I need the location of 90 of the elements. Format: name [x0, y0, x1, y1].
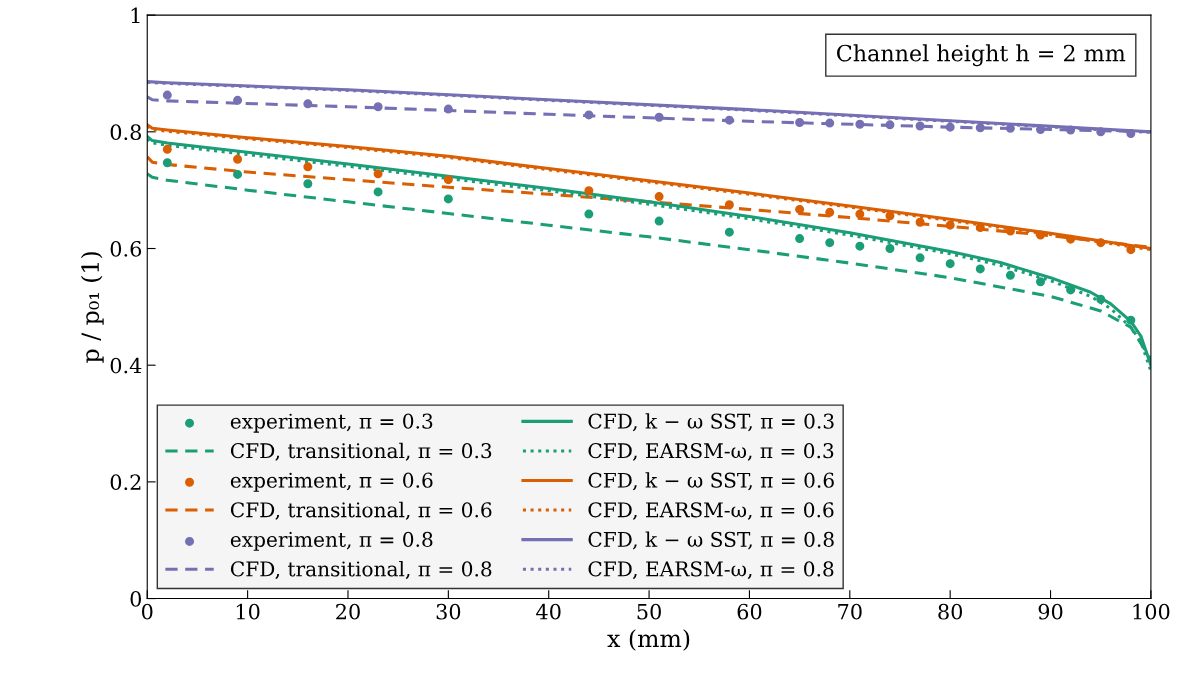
- legend-label: CFD, k − ω SST, π = 0.8: [588, 531, 834, 550]
- x-tick-label: 100: [1133, 603, 1170, 620]
- legend-label: experiment, π = 0.6: [230, 472, 433, 492]
- x-axis-title: x (mm): [607, 629, 690, 651]
- point: [1005, 270, 1015, 280]
- point: [303, 99, 313, 109]
- point: [654, 216, 664, 226]
- x-tick-label: 60: [737, 603, 762, 620]
- legend-label: CFD, k − ω SST, π = 0.3: [588, 413, 834, 432]
- point: [1036, 277, 1046, 287]
- point: [1066, 234, 1076, 244]
- legend-label: CFD, transitional, π = 0.8: [230, 560, 492, 579]
- point: [975, 264, 985, 274]
- y-tick-label: 1: [131, 7, 140, 24]
- point: [795, 234, 805, 244]
- point: [1126, 315, 1136, 325]
- legend-label: CFD, EARSM-ω, π = 0.6: [588, 502, 834, 520]
- point: [945, 122, 955, 132]
- point: [915, 217, 925, 227]
- legend-label: experiment, π = 0.8: [230, 531, 433, 551]
- point: [233, 169, 243, 179]
- point: [1096, 238, 1106, 248]
- point: [584, 110, 594, 120]
- x-tick-label: 20: [336, 603, 360, 620]
- legend-label: CFD, k − ω SST, π = 0.6: [588, 472, 834, 491]
- y-tick-label: 0.6: [110, 240, 142, 257]
- point: [1096, 127, 1106, 137]
- point: [885, 244, 895, 254]
- point: [443, 104, 453, 114]
- point: [724, 227, 734, 237]
- y-tick-label: 0.2: [110, 474, 141, 491]
- y-tick-label: 0.8: [110, 124, 141, 141]
- x-tick-label: 30: [436, 603, 461, 620]
- x-tick-label: 90: [1038, 603, 1063, 620]
- point: [584, 186, 594, 196]
- legend-label: CFD, EARSM-ω, π = 0.8: [588, 561, 834, 579]
- point: [233, 154, 243, 164]
- point: [795, 204, 805, 214]
- annotation: Channel height h = 2 mm: [837, 44, 1126, 67]
- legend-label: CFD, EARSM-ω, π = 0.3: [588, 443, 834, 461]
- point: [795, 117, 805, 127]
- x-tick-label: 70: [838, 603, 862, 620]
- legend-label: experiment, π = 0.3: [230, 413, 433, 433]
- point: [1066, 125, 1076, 135]
- point: [945, 259, 955, 269]
- point: [443, 194, 453, 204]
- point: [373, 169, 383, 179]
- point: [443, 175, 453, 185]
- point: [233, 95, 243, 105]
- point: [915, 121, 925, 131]
- x-tick-label: 0: [142, 603, 153, 620]
- point: [373, 187, 383, 197]
- point: [825, 118, 835, 128]
- point: [162, 144, 172, 154]
- point: [162, 158, 172, 168]
- point: [945, 220, 955, 230]
- point: [724, 200, 734, 210]
- legend-label: CFD, transitional, π = 0.3: [230, 442, 492, 461]
- point: [654, 112, 664, 122]
- x-tick-label: 40: [536, 603, 561, 620]
- y-tick-label: 0.4: [110, 357, 142, 374]
- point: [724, 115, 734, 125]
- y-tick-label: 0: [130, 591, 142, 607]
- point: [855, 119, 865, 129]
- point: [825, 207, 835, 217]
- point: [855, 209, 865, 219]
- point: [855, 241, 865, 251]
- point: [1126, 245, 1136, 255]
- point: [303, 179, 313, 189]
- point: [1126, 129, 1136, 139]
- point: [1096, 294, 1106, 304]
- point: [975, 223, 985, 233]
- point: [1066, 285, 1076, 295]
- point: [303, 162, 313, 172]
- point: [825, 238, 835, 248]
- point: [885, 120, 895, 130]
- x-tick-label: 10: [236, 603, 260, 620]
- point: [584, 209, 594, 219]
- x-tick-label: 50: [637, 603, 661, 620]
- point: [654, 192, 664, 202]
- point: [885, 211, 895, 221]
- x-tick-label: 80: [938, 603, 963, 620]
- point: [162, 90, 172, 100]
- point: [915, 253, 925, 263]
- point: [1036, 230, 1046, 240]
- y-axis-title: p / p₀₁ (1): [80, 252, 104, 363]
- point: [373, 102, 383, 112]
- point: [1005, 226, 1015, 236]
- point: [975, 123, 985, 133]
- legend-label: CFD, transitional, π = 0.6: [230, 501, 492, 520]
